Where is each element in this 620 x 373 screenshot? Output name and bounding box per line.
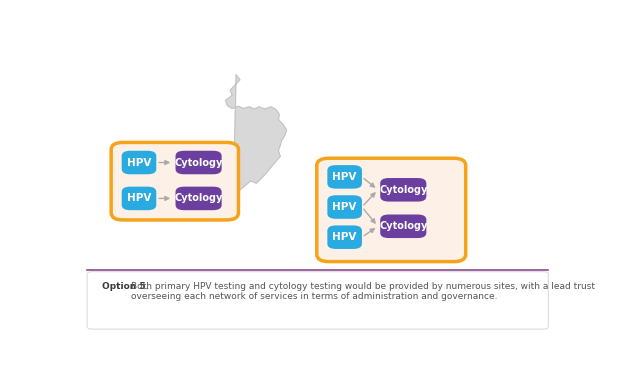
FancyBboxPatch shape	[380, 214, 427, 238]
FancyBboxPatch shape	[327, 225, 362, 249]
FancyBboxPatch shape	[87, 272, 548, 329]
Text: Cytology: Cytology	[174, 157, 223, 167]
Text: HPV: HPV	[332, 232, 357, 242]
Text: HPV: HPV	[332, 202, 357, 212]
Text: HPV: HPV	[127, 157, 151, 167]
Polygon shape	[226, 75, 286, 197]
FancyBboxPatch shape	[317, 158, 466, 261]
FancyBboxPatch shape	[122, 151, 156, 174]
Text: Cytology: Cytology	[379, 185, 427, 195]
Text: HPV: HPV	[332, 172, 357, 182]
FancyBboxPatch shape	[327, 195, 362, 219]
FancyBboxPatch shape	[175, 151, 222, 174]
FancyBboxPatch shape	[380, 178, 427, 201]
Text: HPV: HPV	[127, 194, 151, 203]
FancyBboxPatch shape	[175, 186, 222, 210]
Text: Cytology: Cytology	[379, 221, 427, 231]
Text: Cytology: Cytology	[174, 194, 223, 203]
FancyBboxPatch shape	[327, 165, 362, 189]
FancyBboxPatch shape	[111, 142, 239, 220]
FancyBboxPatch shape	[122, 186, 156, 210]
Text: Both primary HPV testing and cytology testing would be provided by numerous site: Both primary HPV testing and cytology te…	[131, 282, 595, 301]
Text: Option 5.: Option 5.	[102, 282, 149, 291]
